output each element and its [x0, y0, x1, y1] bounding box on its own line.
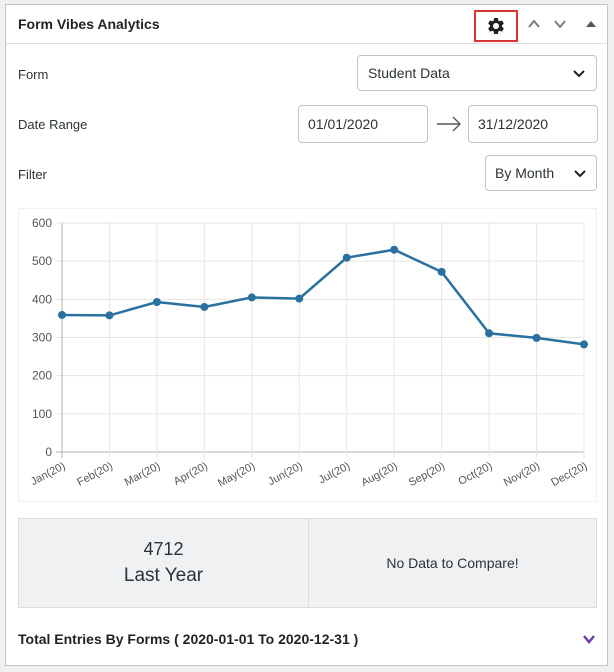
y-tick-label: 400: [32, 292, 52, 306]
date-to-input[interactable]: 31/12/2020: [468, 105, 598, 143]
stat-compare: No Data to Compare!: [309, 519, 596, 607]
chart-container: 0 100 200 300 400 500 600 Jan(20) Feb(20) Mar(20…: [18, 208, 597, 502]
analytics-widget: Form Vibes Analytics Form Student Data: [5, 4, 608, 666]
data-point[interactable]: [58, 310, 66, 319]
x-tick-label: Nov(20): [502, 460, 542, 489]
form-label: Form: [18, 67, 49, 82]
y-tick-label: 600: [32, 216, 52, 230]
y-tick-label: 100: [32, 407, 52, 421]
x-tick-label: Feb(20): [75, 460, 115, 489]
x-tick-label: Jun(20): [266, 460, 305, 488]
x-tick-label: Oct(20): [456, 460, 494, 488]
data-point[interactable]: [580, 340, 588, 349]
data-point[interactable]: [152, 298, 161, 307]
data-point[interactable]: [390, 245, 399, 254]
gear-icon: [488, 17, 504, 34]
x-tick-label: May(20): [216, 460, 257, 490]
settings-button[interactable]: [474, 10, 518, 42]
form-select[interactable]: Student Data: [357, 55, 597, 91]
compare-text: No Data to Compare!: [386, 555, 519, 571]
chevron-down-icon: [573, 70, 585, 78]
chevron-down-icon: [554, 20, 566, 29]
widget-title: Form Vibes Analytics: [18, 16, 160, 32]
arrow-right-icon: [437, 116, 461, 132]
x-tick-label: Aug(20): [359, 460, 399, 489]
y-tick-label: 300: [32, 331, 52, 345]
y-tick-label: 0: [45, 445, 52, 459]
x-tick-label: Jul(20): [317, 460, 352, 486]
line-chart: 0 100 200 300 400 500 600 Jan(20) Feb(20) Mar(20…: [29, 216, 590, 490]
stat-last-year: 4712 Last Year: [19, 519, 309, 607]
data-point[interactable]: [532, 333, 541, 342]
data-point[interactable]: [342, 253, 351, 262]
data-point[interactable]: [200, 302, 209, 311]
filter-select[interactable]: By Month: [485, 155, 597, 191]
data-point[interactable]: [295, 294, 304, 303]
x-tick-label: Jan(20): [29, 460, 68, 488]
x-tick-label: Dec(20): [549, 460, 589, 489]
data-point[interactable]: [485, 329, 494, 338]
form-select-value: Student Data: [368, 65, 450, 81]
x-tick-label: Mar(20): [123, 460, 163, 489]
chevron-down-icon: [574, 170, 586, 178]
chevron-down-icon: [583, 635, 595, 644]
stats-panel: 4712 Last Year No Data to Compare!: [18, 518, 597, 608]
series-line: [61, 248, 585, 346]
data-point[interactable]: [437, 267, 446, 276]
date-range-label: Date Range: [18, 117, 88, 132]
date-from-input[interactable]: 01/01/2020: [298, 105, 428, 143]
chevron-up-icon: [528, 19, 540, 28]
entries-by-forms-title: Total Entries By Forms ( 2020-01-01 To 2…: [18, 631, 359, 647]
data-point[interactable]: [105, 311, 114, 320]
y-tick-label: 500: [32, 254, 52, 268]
stat-total: 4712: [143, 539, 184, 559]
toggle-panel-button[interactable]: [581, 14, 601, 34]
filter-label: Filter: [18, 167, 47, 182]
data-point[interactable]: [247, 293, 256, 302]
filter-select-value: By Month: [495, 165, 555, 181]
caret-up-icon: [586, 21, 596, 27]
x-tick-label: Sep(20): [407, 460, 447, 489]
entries-by-forms-toggle[interactable]: Total Entries By Forms ( 2020-01-01 To 2…: [18, 627, 597, 651]
widget-header: Form Vibes Analytics: [6, 5, 607, 44]
y-tick-label: 200: [32, 369, 52, 383]
stat-period-label: Last Year: [123, 565, 204, 586]
move-up-button[interactable]: [524, 14, 544, 34]
x-tick-label: Apr(20): [172, 460, 210, 488]
move-down-button[interactable]: [550, 14, 570, 34]
